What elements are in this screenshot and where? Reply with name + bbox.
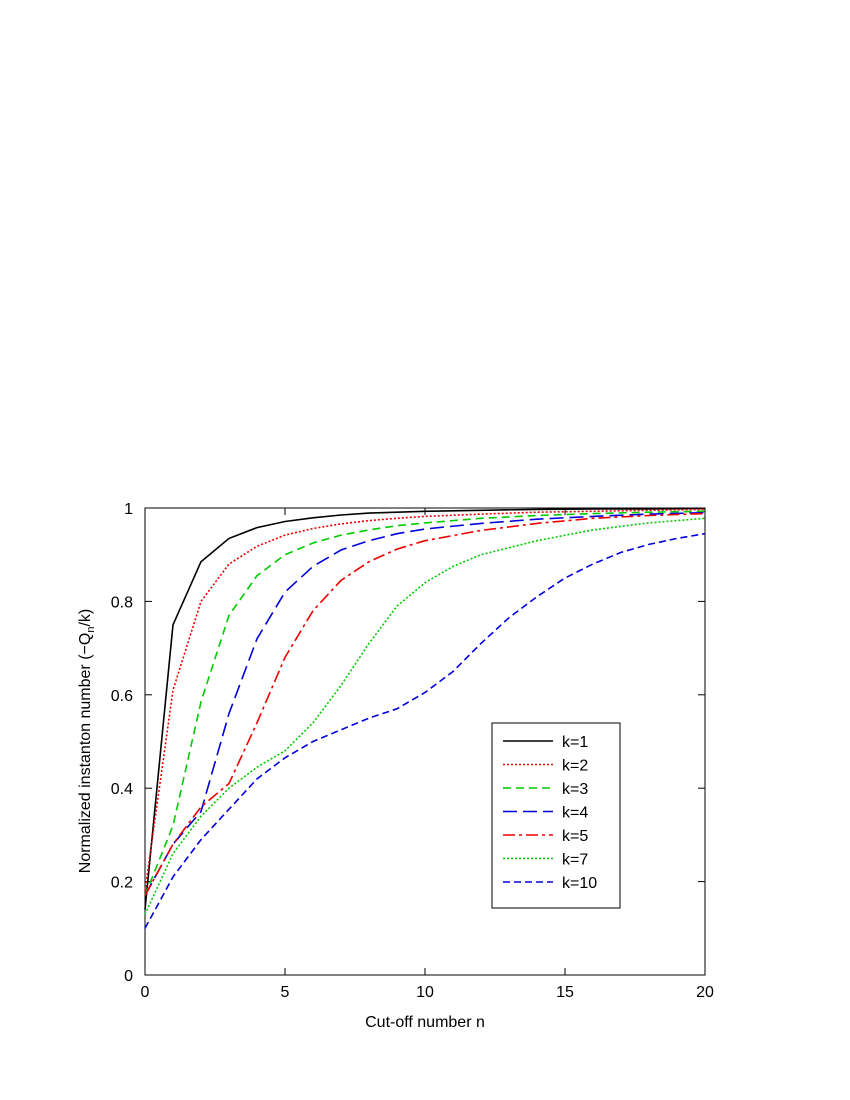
y-tick-label: 0 (124, 968, 133, 985)
legend: k=1 k=2 k=3 k=4 k=5 k=7 k=10 (491, 722, 621, 909)
y-tick-label: 0.4 (111, 781, 133, 798)
x-tick-label: 10 (416, 984, 434, 1001)
y-axis-label: Normalized instanton number (−Qn/k) (77, 609, 97, 873)
y-axis-label-tail: /k) (77, 609, 94, 627)
series-line-k=5 (144, 512, 706, 896)
legend-label-k=5: k=5 (562, 828, 588, 845)
series-line-k=4 (144, 511, 706, 896)
legend-label-k=4: k=4 (562, 805, 588, 822)
series-lines (144, 507, 706, 929)
x-tick-label: 5 (281, 984, 290, 1001)
y-tick-label: 0.6 (111, 688, 133, 705)
x-tick-label: 0 (141, 984, 150, 1001)
legend-label-k=7: k=7 (562, 852, 588, 869)
legend-box (491, 722, 621, 909)
series-line-k=10 (144, 532, 706, 929)
y-tick-label: 0.2 (111, 875, 133, 892)
series-line-k=1 (144, 507, 706, 910)
plot-frame (144, 507, 706, 976)
series-line-k=3 (144, 510, 706, 896)
legend-label-k=2: k=2 (562, 758, 588, 775)
x-tick-label: 20 (696, 984, 714, 1001)
y-axis-label-main: Normalized instanton number (−Q (77, 633, 94, 874)
y-axis-label-sub: n (85, 627, 97, 633)
axis-ticks: 0 5 10 15 20 0 0.2 0.4 0.6 0.8 1 (111, 501, 714, 1001)
legend-label-k=1: k=1 (562, 734, 588, 751)
series-line-k=7 (144, 517, 706, 915)
y-tick-label: 1 (124, 501, 133, 518)
x-axis-label: Cut-off number n (365, 1014, 485, 1031)
legend-label-k=10: k=10 (562, 875, 597, 892)
y-tick-label: 0.8 (111, 594, 133, 611)
legend-label-k=3: k=3 (562, 781, 588, 798)
series-line-k=2 (144, 508, 706, 892)
x-tick-label: 15 (556, 984, 574, 1001)
